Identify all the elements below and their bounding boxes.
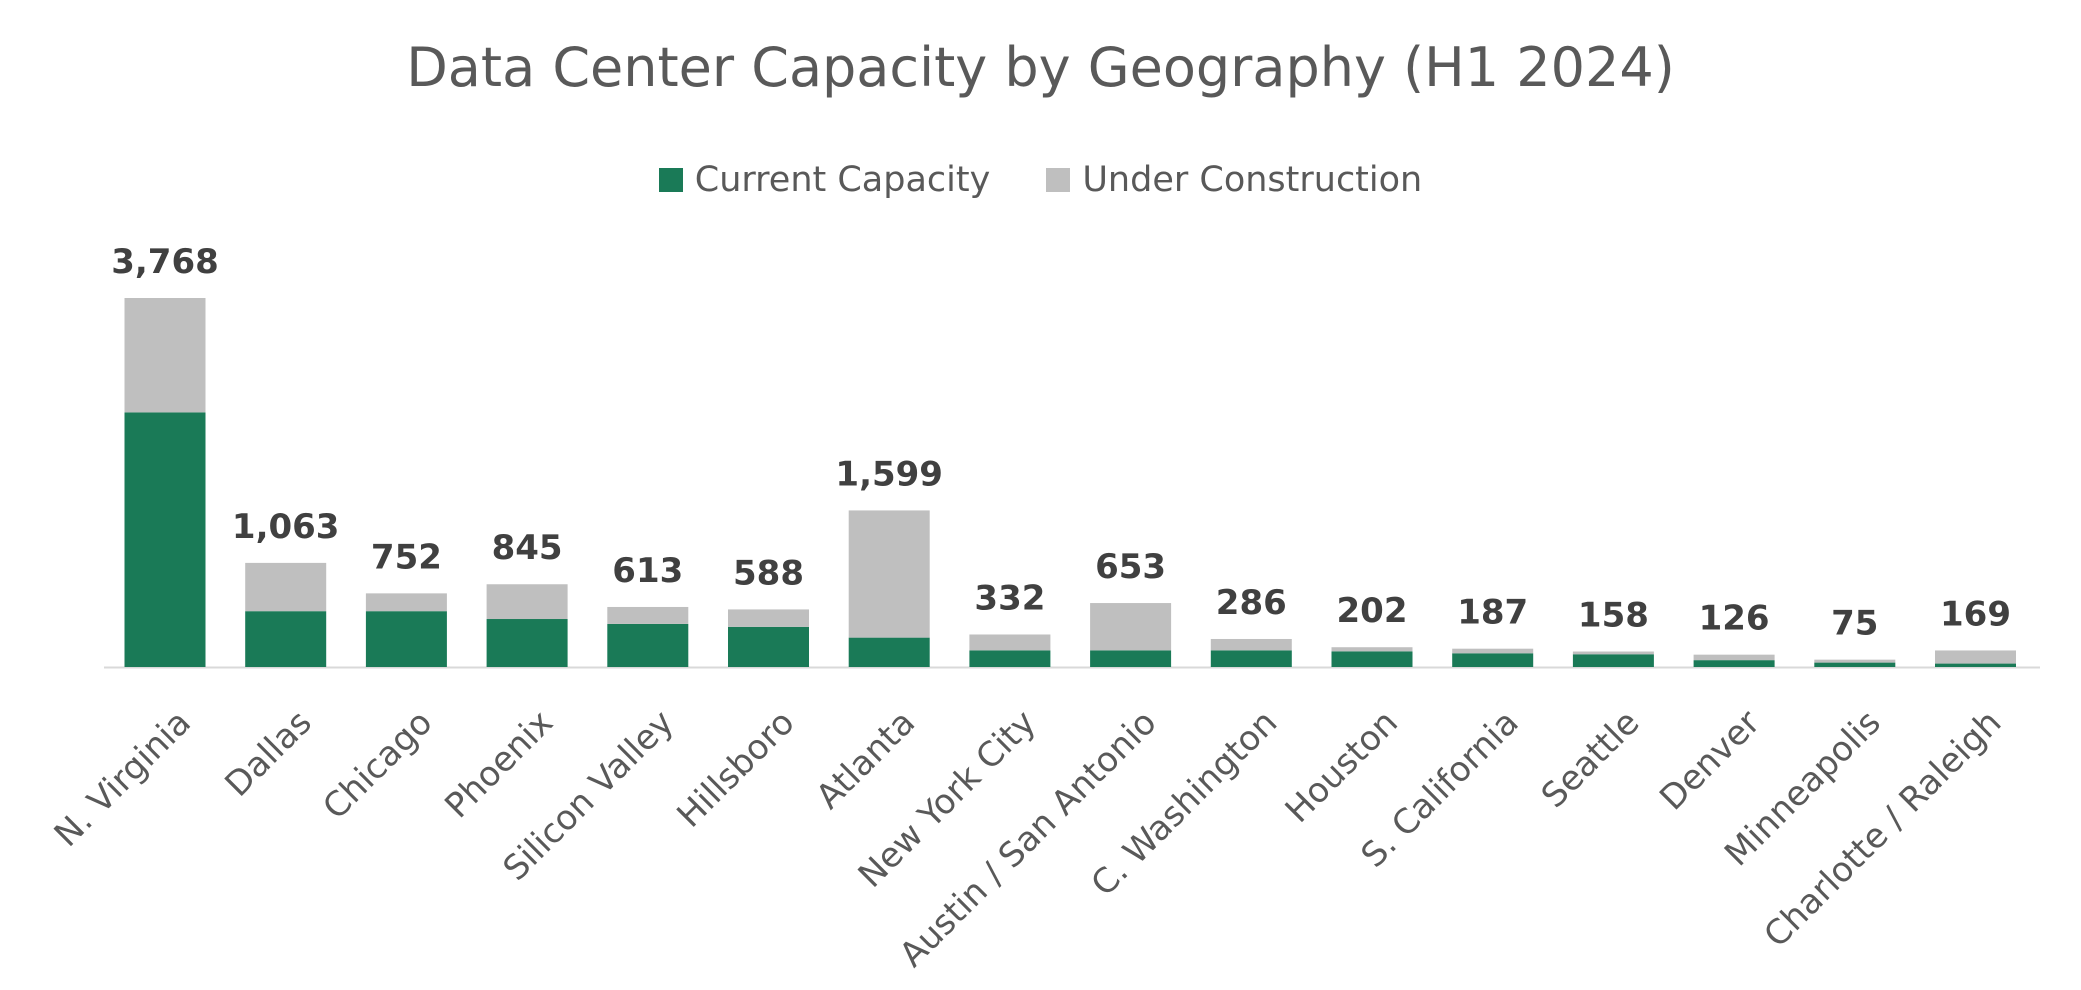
chart-title: Data Center Capacity by Geography (H1 20… <box>406 36 1675 99</box>
bar-under-construction-chicago <box>365 593 447 612</box>
bar-under-construction-s-california <box>1452 648 1534 654</box>
x-tick-label-atlanta: Atlanta <box>809 703 924 818</box>
bar-under-construction-seattle <box>1572 651 1654 655</box>
data-label-minneapolis: 75 <box>1831 604 1878 644</box>
data-label-s-california: 187 <box>1457 593 1528 633</box>
bar-under-construction-hillsboro <box>728 609 809 627</box>
data-label-c-washington: 286 <box>1216 583 1287 623</box>
bar-under-construction-new-york-city <box>969 634 1051 651</box>
bar-under-construction-silicon-valley <box>607 606 689 624</box>
bar-current-capacity-denver <box>1693 660 1775 667</box>
bar-under-construction-c-washington <box>1210 638 1292 651</box>
bar-current-capacity-phoenix <box>486 619 568 667</box>
legend-label-current-capacity: Current Capacity <box>694 160 991 200</box>
data-label-denver: 126 <box>1699 599 1770 639</box>
data-label-houston: 202 <box>1337 591 1408 631</box>
legend-item-current-capacity: Current Capacity <box>658 160 991 200</box>
bar-current-capacity-seattle <box>1572 654 1654 667</box>
bar-under-construction-minneapolis <box>1814 659 1896 663</box>
bar-current-capacity-silicon-valley <box>607 623 689 667</box>
data-label-atlanta: 1,599 <box>835 454 943 494</box>
legend-item-under-construction: Under Construction <box>1046 160 1422 200</box>
bar-under-construction-houston <box>1331 647 1413 652</box>
x-tick-label-denver: Denver <box>1652 703 1768 819</box>
legend: Current Capacity Under Construction <box>0 160 2081 200</box>
legend-swatch-under-construction <box>1046 168 1071 192</box>
data-label-dallas: 1,063 <box>232 507 340 547</box>
bar-under-construction-atlanta <box>848 510 930 638</box>
bar-current-capacity-minneapolis <box>1814 662 1896 667</box>
x-tick-label-chicago: Chicago <box>315 703 440 828</box>
data-label-phoenix: 845 <box>492 528 563 568</box>
x-tick-label-n-virginia: N. Virginia <box>47 703 199 855</box>
bar-current-capacity-n-virginia <box>124 412 206 667</box>
bar-under-construction-austin-san-antonio <box>1090 603 1172 651</box>
bar-current-capacity-hillsboro <box>728 626 809 667</box>
legend-swatch-current-capacity <box>658 168 683 192</box>
bar-under-construction-denver <box>1693 654 1775 661</box>
bar-current-capacity-chicago <box>365 611 447 667</box>
data-label-silicon-valley: 613 <box>612 551 683 591</box>
x-tick-label-hillsboro: Hillsboro <box>669 703 802 836</box>
bar-under-construction-n-virginia <box>124 298 206 413</box>
bar-current-capacity-dallas <box>245 611 327 667</box>
x-tick-label-dallas: Dallas <box>217 703 319 805</box>
legend-label-under-construction: Under Construction <box>1082 160 1423 200</box>
bar-under-construction-dallas <box>245 562 327 612</box>
bar-current-capacity-c-washington <box>1210 650 1292 667</box>
data-label-n-virginia: 3,768 <box>111 242 219 282</box>
bar-current-capacity-austin-san-antonio <box>1090 650 1172 667</box>
x-tick-label-phoenix: Phoenix <box>437 703 561 827</box>
bar-under-construction-phoenix <box>486 584 568 620</box>
data-label-hillsboro: 588 <box>733 553 804 593</box>
bar-current-capacity-charlotte-raleigh <box>1935 663 2016 667</box>
bar-current-capacity-houston <box>1331 651 1413 667</box>
data-label-chicago: 752 <box>371 537 442 577</box>
bar-current-capacity-new-york-city <box>969 650 1051 667</box>
data-label-seattle: 158 <box>1578 596 1649 636</box>
x-tick-label-houston: Houston <box>1278 703 1406 831</box>
data-label-charlotte-raleigh: 169 <box>1940 594 2011 634</box>
data-label-new-york-city: 332 <box>974 578 1045 618</box>
x-tick-label-charlotte-raleigh: Charlotte / Raleigh <box>1756 703 2009 956</box>
bar-current-capacity-s-california <box>1452 653 1534 667</box>
data-label-austin-san-antonio: 653 <box>1095 547 1166 587</box>
x-tick-label-seattle: Seattle <box>1534 703 1647 816</box>
bar-current-capacity-atlanta <box>848 637 930 667</box>
bar-under-construction-charlotte-raleigh <box>1935 650 2016 664</box>
